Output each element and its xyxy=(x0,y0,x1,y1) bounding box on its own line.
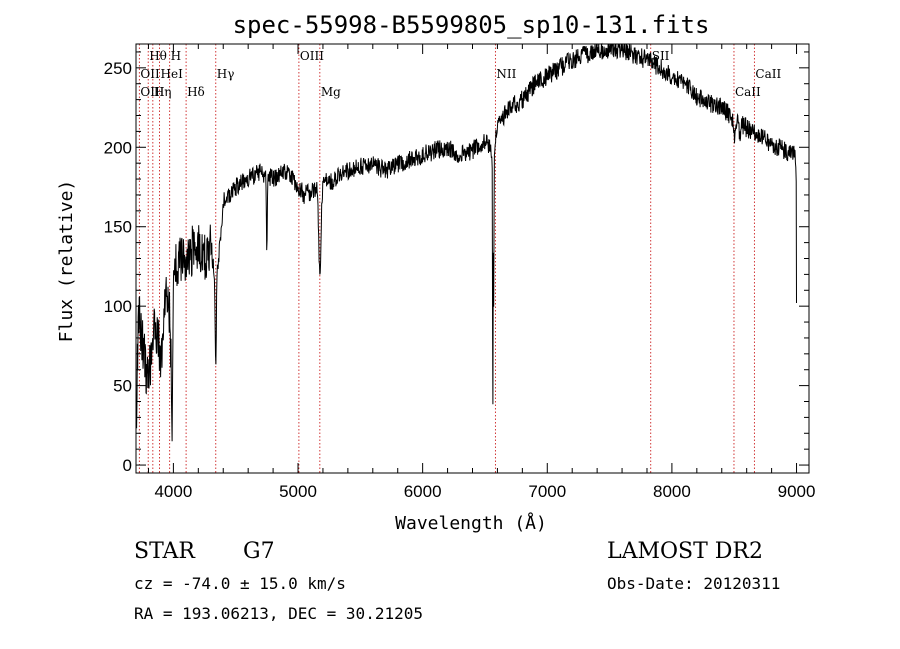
object-type: STAR xyxy=(134,539,195,564)
observation-date: Obs-Date: 20120311 xyxy=(607,574,781,593)
reference-line-label: Hδ xyxy=(187,85,205,99)
reference-line-label: NII xyxy=(496,67,516,81)
reference-line-label: H xyxy=(171,49,181,63)
y-tick-label: 150 xyxy=(104,218,132,237)
spectrum-line xyxy=(136,42,797,442)
coordinates-readout: RA = 193.06213, DEC = 30.21205 xyxy=(134,604,423,623)
reference-line-label: CaII xyxy=(735,85,761,99)
reference-line-label: SII xyxy=(652,49,670,63)
reference-line-label: Hη xyxy=(154,85,172,99)
y-tick-label: 50 xyxy=(113,377,132,396)
chart-title: spec-55998-B5599805_sp10-131.fits xyxy=(233,11,710,39)
x-tick-label: 6000 xyxy=(404,482,442,501)
reference-line-label: OII xyxy=(140,67,160,81)
x-tick-label: 8000 xyxy=(653,482,691,501)
x-tick-label: 9000 xyxy=(778,482,816,501)
reference-line-label: OIII xyxy=(140,85,164,99)
y-tick-label: 100 xyxy=(104,297,132,316)
reference-line-label: Hθ xyxy=(149,49,167,63)
reference-line-label: Hγ xyxy=(217,67,235,81)
reference-line-label: OIII xyxy=(300,49,324,63)
reference-line-label: HeI xyxy=(161,67,184,81)
object-subclass: G7 xyxy=(243,539,275,564)
x-axis-label: Wavelength (Å) xyxy=(395,512,547,534)
y-tick-label: 250 xyxy=(104,59,132,78)
redshift-readout: cz = -74.0 ± 15.0 km/s xyxy=(134,574,346,593)
y-tick-label: 200 xyxy=(104,138,132,157)
survey-name: LAMOST DR2 xyxy=(607,539,763,564)
reference-lines xyxy=(138,44,755,473)
axes: 4000 5000 6000 7000 8000 9000 0 50 100 150 200 250 xyxy=(104,43,816,501)
reference-line-label: Mg xyxy=(321,85,341,99)
y-tick-label: 0 xyxy=(123,456,132,475)
x-tick-label: 4000 xyxy=(154,482,192,501)
x-tick-label: 7000 xyxy=(528,482,566,501)
y-axis-label: Flux (relative) xyxy=(56,180,77,343)
x-tick-label: 5000 xyxy=(279,482,317,501)
reference-line-label: CaII xyxy=(755,67,781,81)
plot-frame xyxy=(135,43,810,474)
